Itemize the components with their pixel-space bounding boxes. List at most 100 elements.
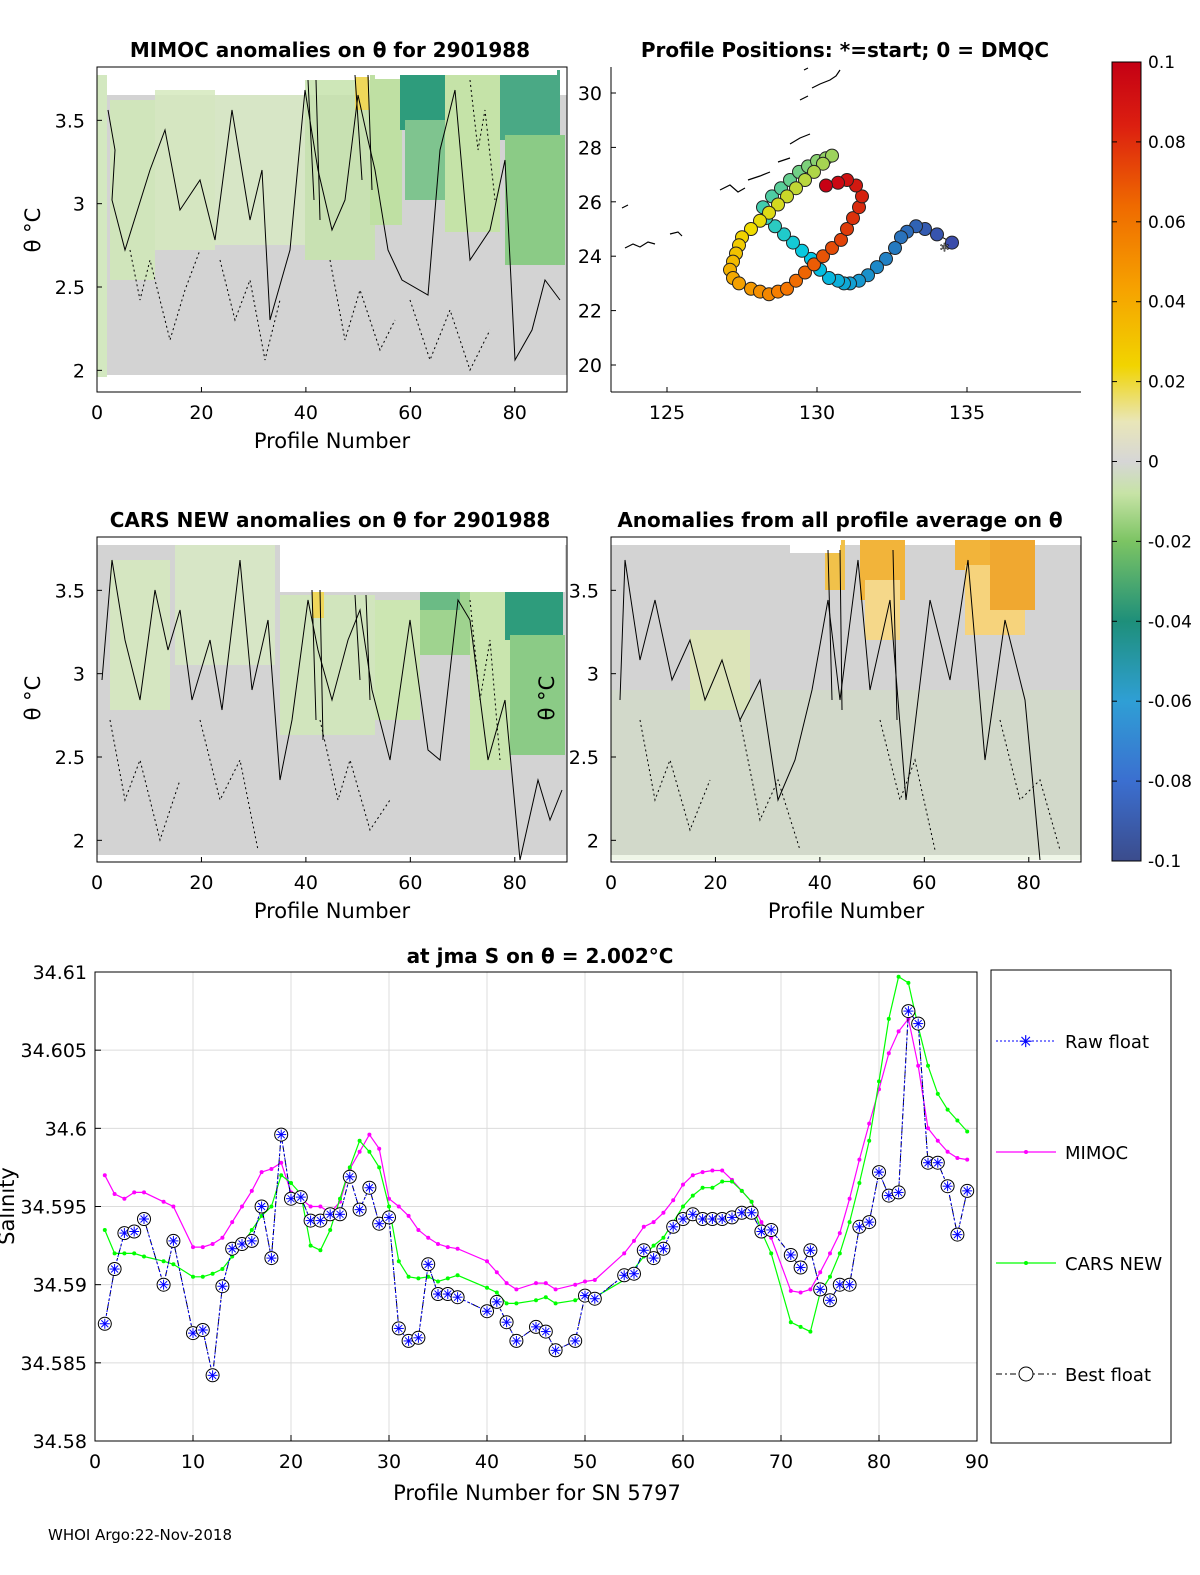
xtick-label: 70 bbox=[769, 1451, 793, 1473]
xtick-label: 80 bbox=[503, 402, 527, 424]
ytick-label: 22 bbox=[578, 301, 602, 323]
avg-ylabel: θ °C bbox=[535, 676, 559, 721]
xtick-label: 10 bbox=[181, 1451, 205, 1473]
xtick-label: 60 bbox=[912, 872, 936, 894]
cars-point bbox=[955, 1118, 960, 1123]
ytick-label: 2 bbox=[73, 360, 85, 382]
profile-position bbox=[945, 235, 959, 250]
profile-position bbox=[888, 241, 902, 255]
salinity-chart: at jma S on θ = 2.002°C 0 10 20 30 40 50 60 70 8… bbox=[0, 944, 989, 1505]
cars-point bbox=[142, 1254, 146, 1259]
raw-float-point bbox=[746, 1207, 757, 1218]
mimoc-point bbox=[592, 1278, 597, 1282]
profile-position bbox=[834, 232, 848, 247]
xtick-label: 50 bbox=[573, 1451, 597, 1473]
cars-point bbox=[318, 1248, 323, 1253]
raw-float-point bbox=[158, 1279, 169, 1290]
float-track bbox=[723, 148, 959, 302]
xtick-label: 60 bbox=[398, 402, 422, 424]
mimoc-point bbox=[573, 1282, 578, 1287]
cars-point bbox=[259, 1213, 264, 1218]
raw-float-point bbox=[413, 1332, 424, 1343]
colorbar-tick-label: -0.06 bbox=[1148, 692, 1192, 712]
xtick-label: 130 bbox=[799, 402, 835, 424]
mimoc-point bbox=[230, 1220, 235, 1225]
cars-point bbox=[396, 1259, 401, 1264]
raw-float-point bbox=[364, 1182, 375, 1193]
positions-ticks: 125 130 135 20 22 24 26 28 30 bbox=[578, 83, 985, 424]
cars-axes-box bbox=[96, 536, 568, 863]
legend-label-best: Best float bbox=[1065, 1365, 1151, 1386]
mimoc-point bbox=[122, 1196, 127, 1201]
mimoc-point bbox=[886, 1051, 891, 1056]
cars-point bbox=[494, 1290, 499, 1295]
colorbar-tick-label: -0.08 bbox=[1148, 772, 1192, 792]
profile-position bbox=[762, 205, 776, 220]
cars-point bbox=[357, 1138, 362, 1143]
xtick-label: 20 bbox=[189, 402, 213, 424]
cars-point bbox=[935, 1091, 940, 1096]
raw-float-point bbox=[874, 1167, 884, 1178]
profile-position bbox=[816, 156, 830, 171]
raw-float-point bbox=[531, 1321, 541, 1332]
cars-point bbox=[387, 1204, 391, 1209]
colorbar-tick-label: 0.06 bbox=[1148, 213, 1186, 233]
raw-float-point bbox=[815, 1284, 826, 1295]
colorbar-tick-label: 0.04 bbox=[1148, 293, 1186, 313]
raw-float-point bbox=[403, 1335, 414, 1346]
mimoc-point bbox=[161, 1199, 166, 1204]
mimoc-point bbox=[171, 1204, 176, 1209]
profile-position bbox=[846, 211, 860, 226]
raw-float-point bbox=[893, 1187, 904, 1198]
mimoc-point bbox=[847, 1196, 852, 1201]
cars-point bbox=[132, 1251, 137, 1256]
cars-point bbox=[867, 1138, 872, 1143]
legend-box bbox=[990, 969, 1172, 1444]
mimoc-point bbox=[269, 1167, 274, 1171]
mimoc-point bbox=[945, 1149, 950, 1154]
cars-point bbox=[279, 1173, 284, 1178]
ytick-label: 34.605 bbox=[21, 1040, 87, 1062]
mimoc-point bbox=[808, 1287, 813, 1292]
raw-float-point bbox=[188, 1328, 198, 1339]
cars-point bbox=[798, 1324, 803, 1329]
cars-point bbox=[690, 1193, 695, 1198]
raw-float-point bbox=[207, 1370, 218, 1381]
cars-point bbox=[191, 1274, 195, 1279]
cars-point bbox=[926, 1063, 930, 1068]
profile-position bbox=[930, 227, 944, 242]
profile-position bbox=[819, 178, 833, 193]
legend-item-best: Best float bbox=[996, 1365, 1151, 1386]
cars-point bbox=[710, 1185, 715, 1190]
raw-float-point bbox=[648, 1253, 659, 1264]
cars-ticks: 2 2.5 3 3.5 0 20 40 60 80 bbox=[55, 580, 527, 894]
colorbar-tick-label: 0.08 bbox=[1148, 133, 1186, 153]
profile-position bbox=[789, 181, 803, 196]
mimoc-point bbox=[494, 1270, 499, 1275]
cars-point bbox=[328, 1228, 333, 1232]
mimoc-point bbox=[681, 1182, 685, 1187]
coastline bbox=[621, 67, 841, 249]
cars-point bbox=[720, 1179, 725, 1184]
colorbar-ticks: 0.1 0.08 0.06 0.04 0.02 0 -0.02 -0.04 -0.06 -0.08… bbox=[1112, 53, 1192, 872]
xtick-label: 0 bbox=[605, 872, 617, 894]
ytick-label: 3 bbox=[587, 664, 599, 686]
colorbar-tick-label: -0.1 bbox=[1148, 852, 1181, 872]
cars-point bbox=[553, 1301, 558, 1306]
cars-point bbox=[886, 1016, 891, 1021]
profile-position bbox=[831, 175, 845, 190]
profile-position bbox=[870, 260, 884, 275]
mimoc-point bbox=[102, 1173, 107, 1178]
positions-title: Profile Positions: *=start; 0 = DMQC bbox=[641, 38, 1049, 62]
raw-float-point bbox=[932, 1157, 943, 1168]
profile-position bbox=[795, 243, 809, 258]
ytick-label: 2 bbox=[587, 830, 599, 852]
mimoc-point bbox=[837, 1231, 842, 1236]
avg-xlabel: Profile Number bbox=[768, 899, 925, 923]
raw-float-point bbox=[844, 1279, 855, 1290]
mimoc-point bbox=[377, 1146, 382, 1151]
cars-heatmap bbox=[97, 537, 567, 855]
raw-float-point bbox=[638, 1245, 649, 1256]
svg-text:✳: ✳ bbox=[1019, 1032, 1032, 1051]
profile-position bbox=[825, 241, 839, 255]
